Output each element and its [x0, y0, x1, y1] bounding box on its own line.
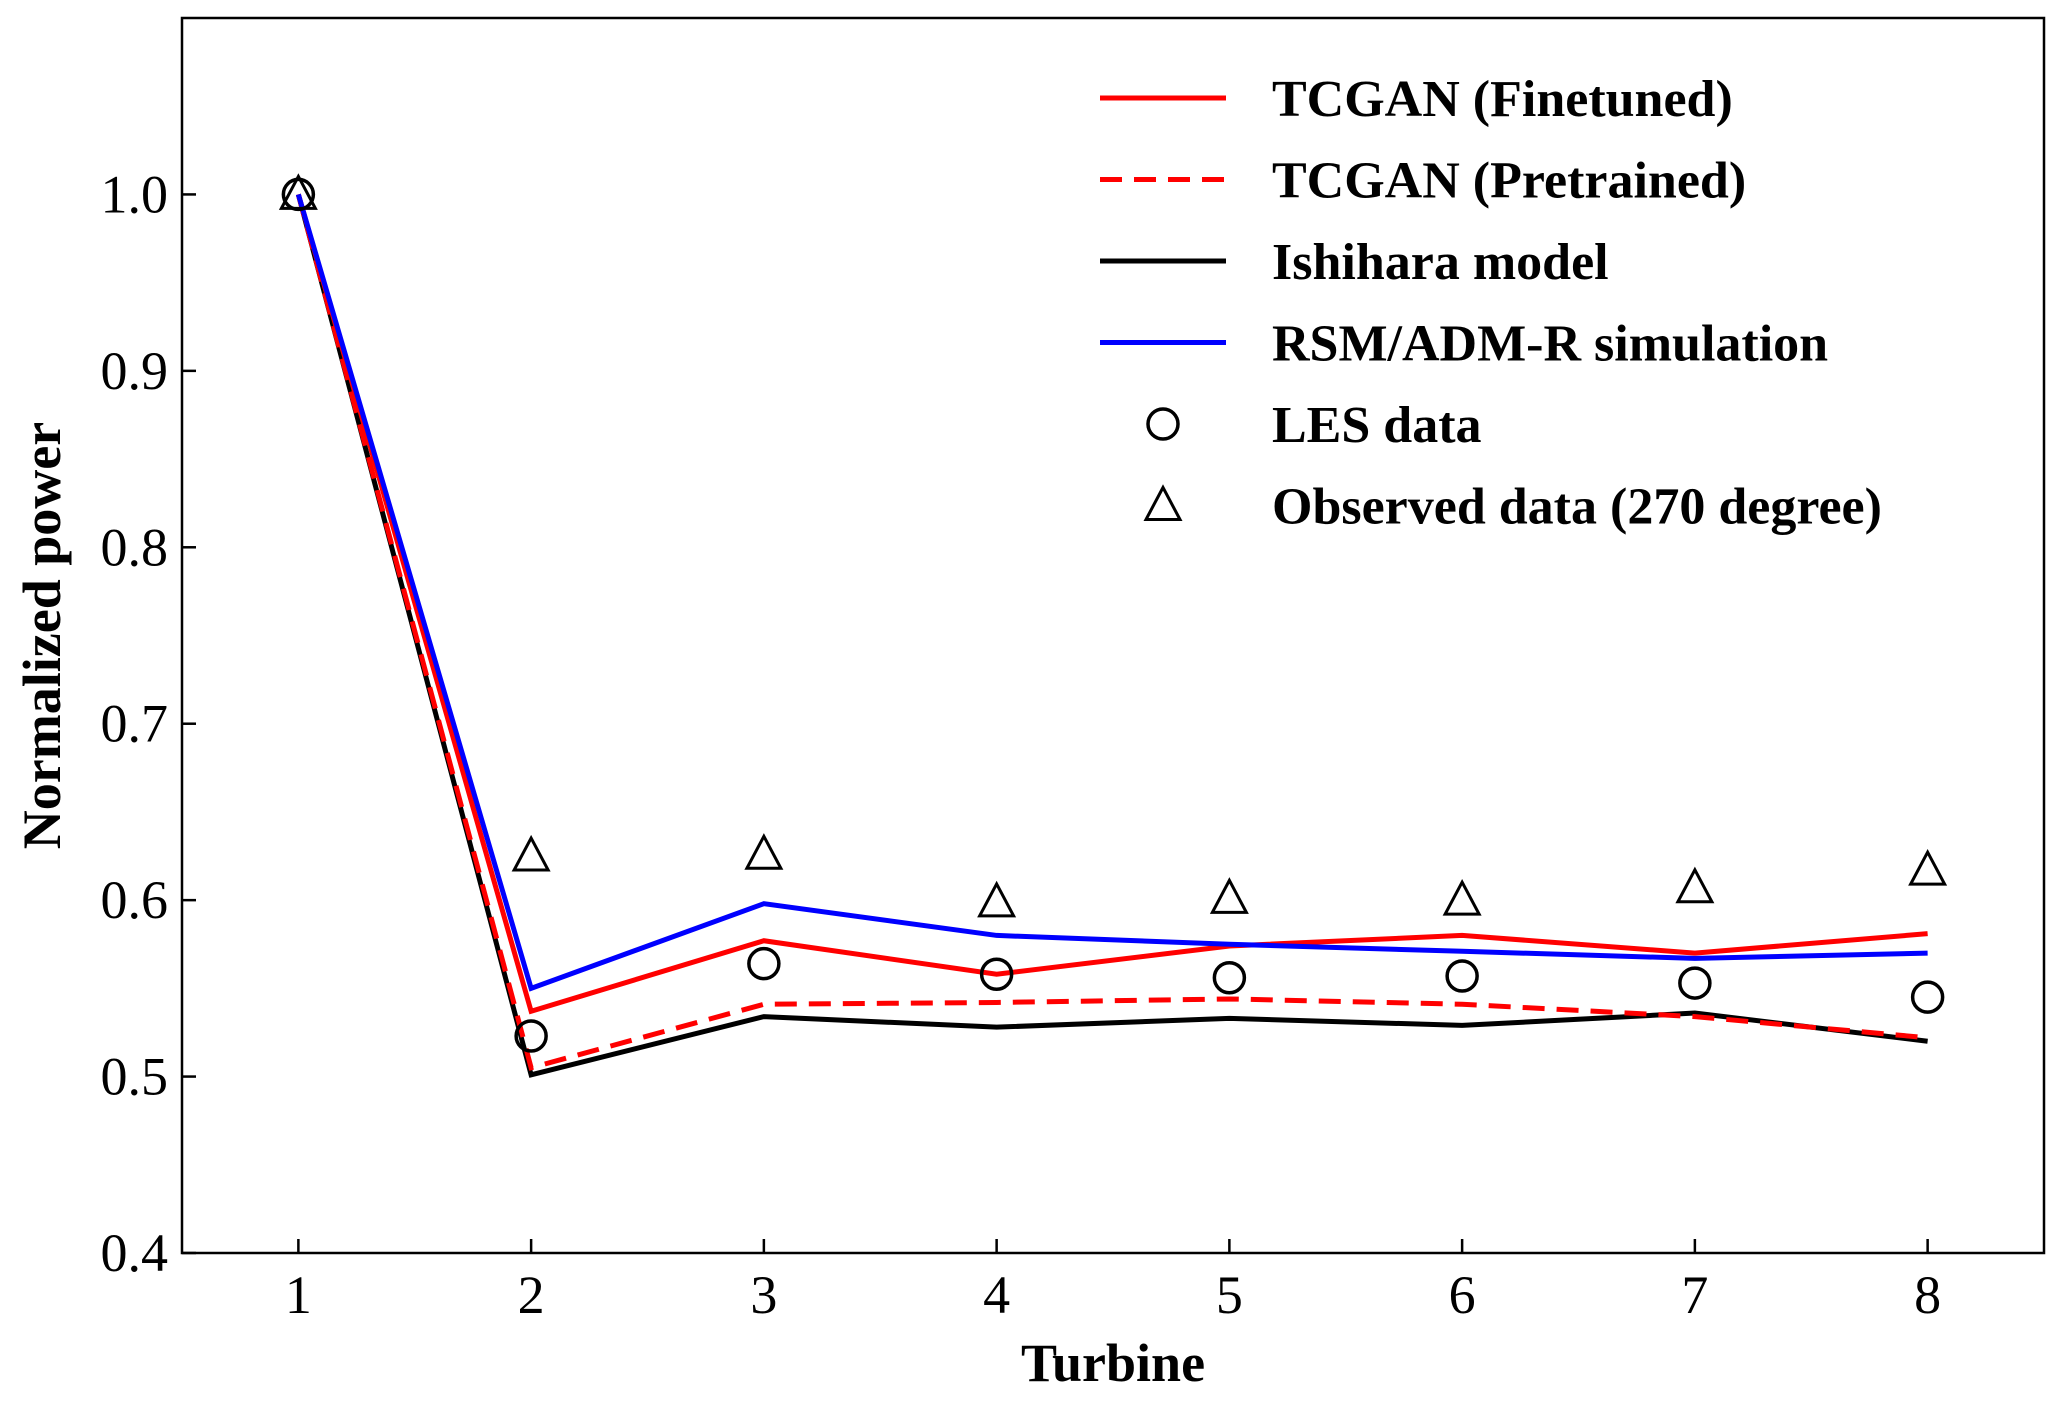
axes-frame — [180, 16, 2046, 1255]
les-data-point — [1678, 966, 1712, 1000]
legend-label-1: TCGAN (Pretrained) — [1272, 153, 1746, 210]
les-data-point — [1910, 980, 1945, 1014]
legend-label-3: RSM/ADM-R simulation — [1272, 316, 1828, 373]
y-tick-labels: 0.4 0.5 0.6 0.7 0.8 0.9 1.0 — [101, 164, 169, 1283]
y-axis-title: Normalized power — [12, 422, 72, 849]
legend-label-2: Ishihara model — [1272, 234, 1609, 291]
y-tick-label: 0.7 — [101, 694, 169, 754]
les-data-point — [1445, 959, 1479, 993]
x-tick-label: 2 — [518, 1265, 545, 1325]
x-tick-label: 5 — [1216, 1265, 1243, 1325]
x-tick-label: 8 — [1914, 1265, 1941, 1325]
observed-data-point — [1908, 848, 1948, 886]
x-axis-title: Turbine — [1021, 1333, 1205, 1393]
legend-label-5: Observed data (270 degree) — [1272, 479, 1882, 536]
legend-swatch-4 — [1146, 407, 1180, 441]
observed-data-point — [1442, 878, 1482, 916]
observed-data-point — [977, 880, 1017, 918]
les-data-point — [1212, 961, 1247, 995]
x-tick-labels: 1 2 3 4 5 6 7 8 — [285, 1265, 1941, 1325]
x-tick-label: 1 — [285, 1265, 312, 1325]
y-tick-label: 0.4 — [101, 1223, 169, 1283]
series-line-2 — [295, 193, 1928, 1078]
legend: TCGAN (Finetuned) TCGAN (Pretrained) Ishih… — [1100, 71, 1882, 536]
y-tick-label: 1.0 — [101, 164, 169, 224]
les-data-point — [979, 957, 1014, 991]
x-tick-label: 6 — [1449, 1265, 1476, 1325]
legend-label-4: LES data — [1272, 397, 1482, 454]
observed-data-point — [511, 834, 551, 872]
observed-data-point — [1675, 866, 1715, 904]
x-tick-label: 7 — [1681, 1265, 1708, 1325]
y-tick-label: 0.5 — [101, 1047, 169, 1107]
x-tick-label: 4 — [983, 1265, 1010, 1325]
x-tick-label: 3 — [750, 1265, 777, 1325]
observed-data-point — [1209, 877, 1249, 914]
series-line-3 — [295, 193, 1928, 992]
y-tick-label: 0.8 — [101, 517, 169, 577]
legend-label-0: TCGAN (Finetuned) — [1272, 71, 1733, 128]
series-line-0 — [295, 193, 1928, 1015]
observed-data-point — [278, 173, 318, 210]
legend-swatch-5 — [1143, 484, 1183, 521]
y-tick-label: 0.6 — [101, 870, 169, 930]
observed-data-point — [744, 833, 784, 870]
tick-marks — [182, 193, 1929, 1255]
y-tick-label: 0.9 — [101, 341, 169, 401]
les-data-point — [514, 1019, 548, 1053]
plot-area — [278, 173, 1948, 1078]
les-data-point — [747, 946, 781, 981]
